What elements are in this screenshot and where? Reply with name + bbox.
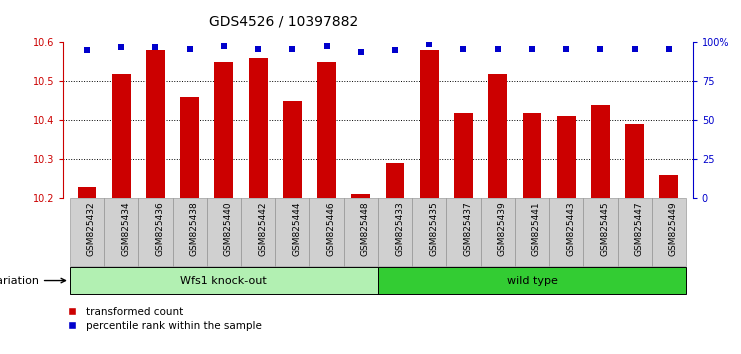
Bar bbox=[549, 198, 583, 266]
Point bbox=[116, 44, 127, 50]
Point bbox=[218, 43, 230, 48]
Text: Wfs1 knock-out: Wfs1 knock-out bbox=[181, 275, 268, 286]
Bar bbox=[283, 101, 302, 198]
Point bbox=[150, 44, 162, 50]
Bar bbox=[180, 97, 199, 198]
Bar bbox=[70, 267, 378, 294]
Point bbox=[287, 46, 299, 52]
Bar bbox=[556, 116, 576, 198]
Bar bbox=[454, 113, 473, 198]
Bar bbox=[139, 198, 173, 266]
Text: GSM825437: GSM825437 bbox=[463, 202, 473, 256]
Bar bbox=[249, 58, 268, 198]
Point bbox=[594, 46, 606, 52]
Text: GSM825440: GSM825440 bbox=[224, 202, 233, 256]
Bar bbox=[378, 267, 686, 294]
Bar bbox=[412, 198, 446, 266]
Bar bbox=[146, 50, 165, 198]
Text: wild type: wild type bbox=[507, 275, 557, 286]
Text: GSM825441: GSM825441 bbox=[532, 202, 541, 256]
Bar bbox=[652, 198, 686, 266]
Text: GSM825448: GSM825448 bbox=[361, 202, 370, 256]
Bar bbox=[481, 198, 515, 266]
Point bbox=[184, 46, 196, 52]
Point bbox=[389, 47, 401, 53]
Text: GSM825444: GSM825444 bbox=[293, 202, 302, 256]
Bar bbox=[378, 198, 412, 266]
Point bbox=[560, 46, 572, 52]
Text: genotype/variation: genotype/variation bbox=[0, 275, 65, 286]
Point bbox=[492, 46, 504, 52]
Text: GSM825432: GSM825432 bbox=[87, 202, 96, 256]
Point bbox=[628, 46, 640, 52]
Bar bbox=[625, 124, 644, 198]
Text: GSM825446: GSM825446 bbox=[327, 202, 336, 256]
Text: GSM825435: GSM825435 bbox=[429, 202, 438, 256]
Bar bbox=[522, 113, 542, 198]
Text: GSM825434: GSM825434 bbox=[122, 202, 130, 256]
Bar bbox=[344, 198, 378, 266]
Point bbox=[663, 46, 675, 52]
Bar bbox=[385, 163, 405, 198]
Text: GSM825447: GSM825447 bbox=[634, 202, 644, 256]
Bar bbox=[591, 105, 610, 198]
Bar bbox=[207, 198, 241, 266]
Text: GSM825436: GSM825436 bbox=[156, 202, 165, 256]
Text: GSM825443: GSM825443 bbox=[566, 202, 575, 256]
Bar bbox=[275, 198, 310, 266]
Bar bbox=[112, 74, 130, 198]
Bar bbox=[659, 175, 678, 198]
Point bbox=[81, 47, 93, 53]
Point bbox=[321, 43, 333, 48]
Bar bbox=[488, 74, 507, 198]
Bar bbox=[351, 194, 370, 198]
Text: GDS4526 / 10397882: GDS4526 / 10397882 bbox=[209, 14, 358, 28]
Point bbox=[252, 46, 264, 52]
Bar bbox=[583, 198, 617, 266]
Bar bbox=[446, 198, 481, 266]
Bar bbox=[173, 198, 207, 266]
Point bbox=[423, 41, 435, 47]
Text: GSM825433: GSM825433 bbox=[395, 202, 404, 256]
Text: GSM825442: GSM825442 bbox=[258, 202, 267, 256]
Point bbox=[355, 49, 367, 55]
Bar bbox=[78, 187, 96, 198]
Point bbox=[526, 46, 538, 52]
Text: GSM825439: GSM825439 bbox=[498, 202, 507, 256]
Text: GSM825438: GSM825438 bbox=[190, 202, 199, 256]
Text: GSM825445: GSM825445 bbox=[600, 202, 609, 256]
Bar bbox=[104, 198, 139, 266]
Bar bbox=[241, 198, 275, 266]
Bar bbox=[214, 62, 233, 198]
Bar bbox=[515, 198, 549, 266]
Point bbox=[457, 46, 469, 52]
Bar bbox=[70, 198, 104, 266]
Bar bbox=[310, 198, 344, 266]
Text: GSM825449: GSM825449 bbox=[669, 202, 678, 256]
Legend: transformed count, percentile rank within the sample: transformed count, percentile rank withi… bbox=[63, 303, 266, 335]
Bar bbox=[317, 62, 336, 198]
Bar bbox=[420, 50, 439, 198]
Bar bbox=[617, 198, 652, 266]
